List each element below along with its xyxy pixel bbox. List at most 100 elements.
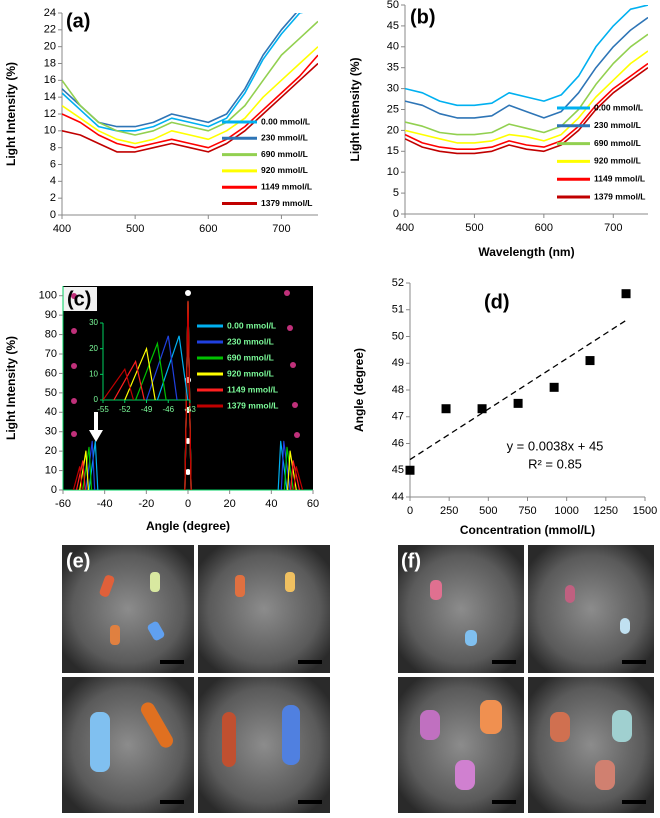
- y-tick-label: 60: [45, 367, 57, 379]
- dot: [71, 363, 77, 369]
- x-tick-label: 60: [307, 498, 319, 510]
- y-tick-label: 30: [387, 83, 399, 95]
- x-tick-label: 1000: [554, 505, 578, 517]
- y-tick-label: 45: [392, 464, 404, 476]
- legend-label: 230 mmol/L: [227, 336, 274, 346]
- legend-label: 230 mmol/L: [261, 133, 308, 143]
- dot: [71, 328, 77, 334]
- y-tick-label: 20: [44, 41, 56, 53]
- legend-label: 1149 mmol/L: [261, 181, 312, 191]
- gel: [222, 712, 236, 767]
- gel: [612, 710, 632, 742]
- scale-bar: [160, 800, 184, 804]
- y-tick-label: 14: [44, 91, 56, 103]
- panel-label: (c): [67, 288, 91, 310]
- scale-bar: [492, 800, 516, 804]
- inset-x-tick-label: -43: [184, 405, 196, 414]
- y-tick-label: 6: [50, 158, 56, 170]
- gel: [620, 618, 630, 634]
- point: [442, 404, 451, 413]
- y-tick-label: 50: [392, 330, 404, 342]
- legend-label: 1379 mmol/L: [261, 198, 313, 208]
- x-tick-label: 600: [199, 223, 217, 235]
- x-tick-label: 250: [440, 505, 458, 517]
- y-tick-label: 10: [387, 166, 399, 178]
- x-tick-label: 1250: [594, 505, 618, 517]
- y-tick-label: 0: [51, 484, 57, 496]
- y-tick-label: 52: [392, 277, 404, 289]
- panel-label: (f): [401, 550, 421, 572]
- panel-label: (b): [410, 6, 436, 28]
- series-line: [62, 0, 318, 127]
- x-tick-label: 500: [479, 505, 497, 517]
- y-tick-label: 40: [387, 41, 399, 53]
- series-group: [405, 5, 648, 153]
- x-tick-label: 500: [465, 222, 483, 234]
- x-tick-label: -60: [55, 498, 71, 510]
- y-tick-label: 25: [387, 103, 399, 115]
- y-tick-label: 50: [45, 387, 57, 399]
- photo: [198, 677, 330, 813]
- point: [586, 356, 595, 365]
- x-tick-label: 1500: [633, 505, 657, 517]
- y-tick-label: 50: [387, 0, 399, 11]
- gel: [420, 710, 440, 740]
- legend-label: 690 mmol/L: [261, 149, 308, 159]
- legend-label: 0.00 mmol/L: [261, 116, 310, 126]
- y-tick-label: 0: [393, 208, 399, 220]
- point: [514, 399, 523, 408]
- photo: [398, 677, 524, 813]
- y-tick-label: 4: [50, 175, 56, 187]
- legend-label: 1149 mmol/L: [594, 173, 645, 183]
- y-tick-label: 18: [44, 57, 56, 69]
- y-tick-label: 24: [44, 7, 56, 19]
- y-tick-label: 15: [387, 145, 399, 157]
- point: [550, 383, 559, 392]
- y-tick-label: 12: [44, 108, 56, 120]
- dot: [290, 362, 296, 368]
- x-tick-label: 700: [272, 223, 290, 235]
- legend-label: 920 mmol/L: [594, 156, 641, 166]
- scale-bar: [622, 660, 646, 664]
- y-tick-label: 80: [45, 328, 57, 340]
- gel: [455, 760, 475, 790]
- inset-y-tick-label: 10: [89, 369, 98, 378]
- inset-x-tick-label: -55: [97, 405, 109, 414]
- x-tick-label: 40: [265, 498, 277, 510]
- gel: [150, 572, 160, 592]
- dot: [284, 290, 290, 296]
- y-tick-label: 22: [44, 24, 56, 36]
- series-group: [62, 0, 318, 152]
- photo: [62, 677, 194, 813]
- legend-label: 920 mmol/L: [261, 165, 308, 175]
- y-tick-label: 49: [392, 357, 404, 369]
- legend-label: 1379 mmol/L: [227, 400, 279, 410]
- x-tick-label: 750: [518, 505, 536, 517]
- gel: [90, 712, 110, 772]
- legend-label: 1379 mmol/L: [594, 191, 646, 201]
- point: [478, 404, 487, 413]
- gel: [480, 700, 502, 734]
- y-tick-label: 20: [45, 445, 57, 457]
- y-tick-label: 100: [39, 290, 57, 302]
- y-tick-label: 5: [393, 187, 399, 199]
- legend-label: 0.00 mmol/L: [594, 102, 643, 112]
- x-axis-label: Concentration (mmol/L): [460, 523, 595, 537]
- y-tick-label: 51: [392, 304, 404, 316]
- r-squared: R² = 0.85: [528, 456, 582, 471]
- point: [622, 289, 631, 298]
- gel: [235, 575, 245, 597]
- y-tick-label: 10: [44, 125, 56, 137]
- dot: [294, 432, 300, 438]
- x-tick-label: 0: [407, 505, 413, 517]
- dot: [71, 398, 77, 404]
- y-tick-label: 16: [44, 74, 56, 86]
- y-tick-label: 0: [50, 209, 56, 221]
- panel-label: (e): [66, 550, 90, 572]
- y-tick-label: 10: [45, 464, 57, 476]
- y-tick-label: 48: [392, 384, 404, 396]
- x-tick-label: -40: [97, 498, 113, 510]
- x-tick-label: 400: [396, 222, 414, 234]
- photo: [528, 677, 654, 813]
